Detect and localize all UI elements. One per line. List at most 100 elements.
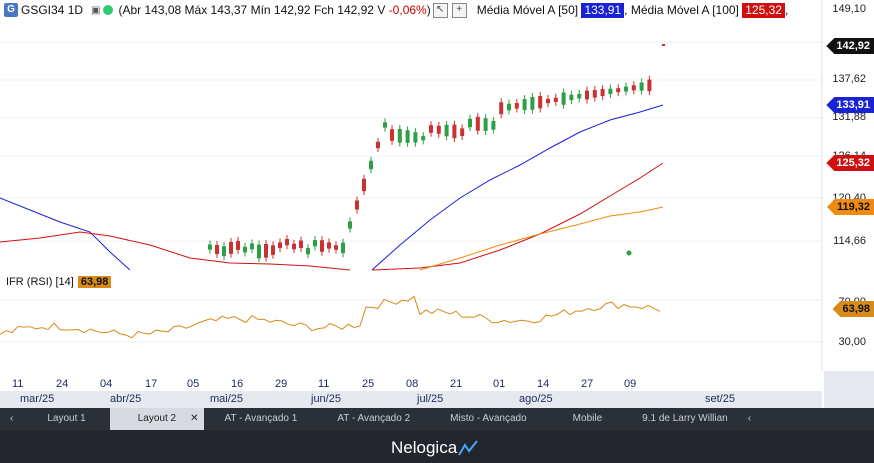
x-day-label: 08 bbox=[406, 378, 419, 390]
x-day-label: 24 bbox=[56, 378, 69, 390]
candle bbox=[436, 125, 441, 134]
candle bbox=[313, 239, 317, 247]
candle bbox=[278, 242, 282, 249]
candle bbox=[460, 128, 465, 136]
tab-layout-2[interactable]: Layout 2 ✕ bbox=[109, 408, 205, 430]
candle bbox=[285, 238, 289, 246]
candle bbox=[334, 245, 338, 250]
candle bbox=[376, 141, 380, 149]
cursor-icon[interactable]: ↖ bbox=[432, 2, 448, 18]
y-tick: 149,10 bbox=[832, 3, 866, 15]
candle bbox=[348, 221, 352, 229]
candle bbox=[271, 245, 275, 255]
tabs-scroll-right-icon[interactable]: ‹ bbox=[747, 413, 752, 424]
candle bbox=[215, 245, 219, 255]
rsi-label[interactable]: IFR (RSI) [14] 63,98 bbox=[6, 276, 112, 288]
ma50-price-tag: 133,91 bbox=[826, 97, 874, 113]
price-chart[interactable] bbox=[0, 0, 874, 371]
settings-icon[interactable]: ▣ bbox=[91, 4, 101, 16]
x-month-label: abr/25 bbox=[110, 393, 142, 405]
candle bbox=[585, 90, 589, 100]
candle bbox=[499, 102, 504, 115]
tab-at-avancado-2[interactable]: AT - Avançado 2 bbox=[337, 413, 411, 424]
x-day-label: 09 bbox=[624, 378, 637, 390]
candle bbox=[468, 118, 472, 128]
candle bbox=[320, 240, 324, 252]
x-day-label: 27 bbox=[581, 378, 594, 390]
symbol-label[interactable]: GSGI34 1D bbox=[21, 3, 84, 17]
nelogica-mark-icon bbox=[458, 440, 478, 456]
candle bbox=[444, 124, 449, 137]
footer-bar: Nelogica bbox=[0, 430, 874, 463]
close-tab-icon[interactable]: ✕ bbox=[190, 413, 199, 424]
candle bbox=[624, 86, 628, 92]
x-month-label: mar/25 bbox=[20, 393, 55, 405]
ma50-label[interactable]: Média Móvel A [50] bbox=[476, 3, 579, 17]
volume-text: V bbox=[377, 3, 386, 17]
tab-layout-1[interactable]: Layout 1 bbox=[47, 413, 86, 424]
ma100-label[interactable]: Média Móvel A [100] bbox=[630, 3, 739, 17]
x-day-label: 29 bbox=[275, 378, 288, 390]
candle bbox=[355, 200, 359, 210]
tab-at-avancado-1[interactable]: AT - Avançado 1 bbox=[224, 413, 298, 424]
x-month-label: set/25 bbox=[705, 393, 735, 405]
y-tick: 137,62 bbox=[832, 73, 866, 85]
candle bbox=[483, 118, 488, 131]
candle bbox=[341, 242, 345, 254]
candle bbox=[413, 132, 418, 143]
candle bbox=[236, 240, 240, 250]
candle bbox=[639, 82, 644, 91]
tab-label: Layout 2 bbox=[137, 413, 177, 424]
tab-misto-avancado[interactable]: Misto - Avançado bbox=[450, 413, 527, 424]
candle bbox=[475, 116, 480, 131]
candle bbox=[600, 89, 605, 97]
candle bbox=[530, 97, 535, 110]
tab-mobile[interactable]: Mobile bbox=[572, 413, 603, 424]
x-month-label: jul/25 bbox=[417, 393, 444, 405]
candle bbox=[569, 94, 574, 101]
candle bbox=[243, 246, 247, 253]
last-price-tag: 142,92 bbox=[826, 38, 874, 54]
x-day-label: 25 bbox=[362, 378, 375, 390]
candle bbox=[616, 88, 621, 93]
rsi-value-tag: 63,98 bbox=[832, 301, 874, 317]
ma50-line-left bbox=[0, 197, 131, 271]
rsi-line bbox=[0, 295, 661, 339]
ma100-line-left bbox=[0, 231, 351, 271]
last-candle bbox=[662, 44, 665, 46]
change-text: -0,06% bbox=[388, 3, 427, 17]
candle bbox=[292, 243, 296, 250]
candle bbox=[577, 93, 582, 99]
x-month-label: mai/25 bbox=[210, 393, 244, 405]
candle bbox=[491, 121, 496, 130]
candle bbox=[507, 103, 511, 111]
x-day-label: 11 bbox=[318, 378, 330, 390]
candle bbox=[608, 88, 613, 95]
candle bbox=[522, 99, 527, 111]
tabs-scroll-left-icon[interactable]: ‹ bbox=[10, 413, 14, 424]
candle bbox=[647, 79, 652, 92]
x-axis-months: mar/25 abr/25 mai/25 jun/25 jul/25 ago/2… bbox=[0, 391, 822, 408]
x-month-label: jun/25 bbox=[311, 393, 341, 405]
tab-larry-willian[interactable]: 9.1 de Larry Willian bbox=[642, 413, 728, 424]
x-day-label: 21 bbox=[450, 378, 463, 390]
candle bbox=[514, 103, 519, 109]
layout-tabs-bar: ‹ Layout 1 Layout 2 ✕ AT - Avançado 1 AT… bbox=[0, 408, 874, 430]
axis-corner bbox=[824, 371, 874, 408]
x-day-label: 01 bbox=[493, 378, 506, 390]
candle bbox=[390, 129, 394, 141]
candle bbox=[306, 248, 310, 255]
rsi-name: IFR (RSI) [14] bbox=[6, 276, 74, 288]
add-indicator-icon[interactable]: + bbox=[451, 2, 467, 18]
candle bbox=[383, 122, 387, 128]
candle bbox=[553, 97, 558, 102]
x-day-label: 04 bbox=[100, 378, 113, 390]
candle bbox=[592, 90, 597, 98]
candle bbox=[264, 244, 268, 258]
candle bbox=[208, 244, 212, 250]
candle bbox=[631, 85, 636, 91]
candle bbox=[250, 243, 254, 250]
candle bbox=[257, 244, 261, 259]
y-tick: 114,66 bbox=[833, 235, 866, 247]
brand-logo: Nelogica bbox=[391, 438, 479, 458]
